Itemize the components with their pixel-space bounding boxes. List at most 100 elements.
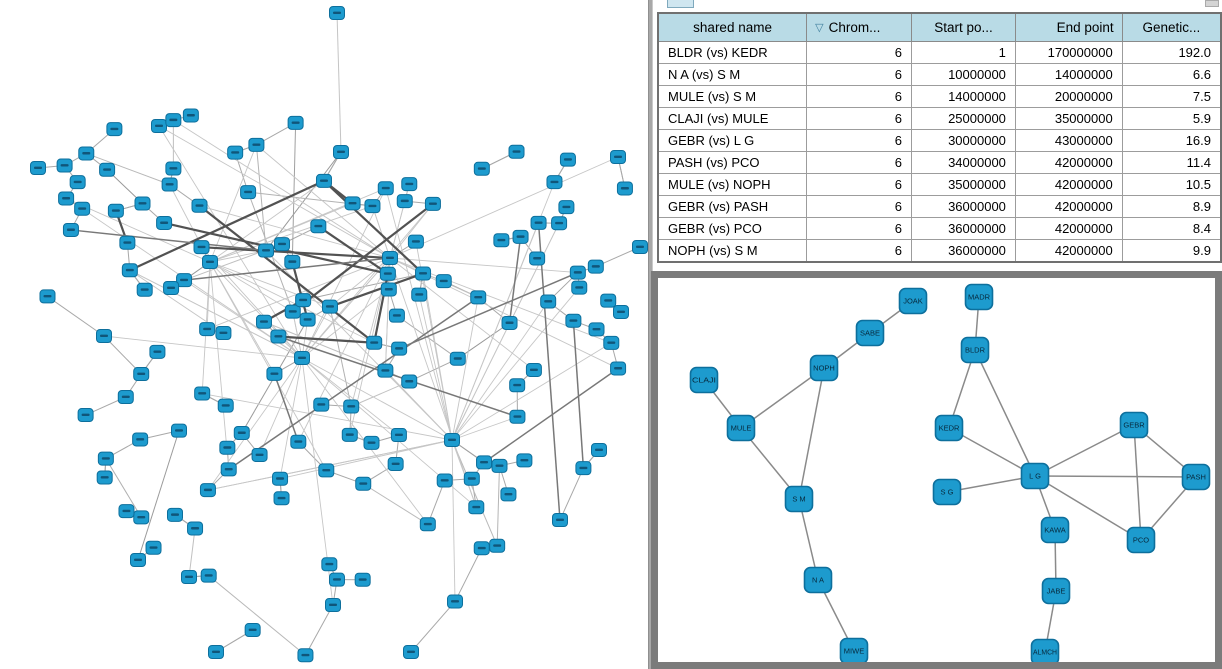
table-row[interactable]: CLAJI (vs) MULE 6 25000000 35000000 5.9 bbox=[657, 107, 1222, 130]
network-node[interactable] bbox=[219, 440, 236, 455]
network-node[interactable] bbox=[333, 145, 349, 159]
table-cell[interactable]: 16.9 bbox=[1121, 129, 1222, 152]
network-node[interactable] bbox=[411, 287, 428, 302]
network-node[interactable] bbox=[134, 196, 151, 211]
network-node[interactable] bbox=[299, 312, 316, 327]
network-node[interactable] bbox=[419, 517, 436, 532]
network-node[interactable] bbox=[516, 453, 533, 468]
network-node[interactable] bbox=[509, 378, 526, 393]
network-node[interactable] bbox=[310, 219, 327, 234]
network-node[interactable] bbox=[171, 423, 188, 438]
network-node[interactable] bbox=[233, 425, 250, 440]
table-cell[interactable]: BLDR (vs) KEDR bbox=[657, 41, 808, 64]
table-cell[interactable]: GEBR (vs) PASH bbox=[657, 195, 808, 218]
network-node[interactable] bbox=[240, 185, 257, 200]
network-node[interactable] bbox=[501, 315, 518, 330]
network-node[interactable] bbox=[377, 181, 394, 196]
table-cell[interactable]: PASH (vs) PCO bbox=[657, 151, 808, 174]
table-cell[interactable]: GEBR (vs) L G bbox=[657, 129, 808, 152]
table-cell[interactable]: 6 bbox=[806, 195, 913, 218]
network-node[interactable] bbox=[407, 234, 424, 249]
network-node[interactable] bbox=[255, 314, 272, 329]
network-node[interactable] bbox=[600, 293, 617, 308]
table-cell[interactable]: 25000000 bbox=[911, 107, 1016, 130]
table-cell[interactable]: 6 bbox=[806, 239, 913, 263]
network-node[interactable] bbox=[321, 299, 338, 314]
network-node[interactable] bbox=[217, 398, 234, 413]
network-node[interactable] bbox=[512, 229, 529, 244]
table-cell[interactable]: 20000000 bbox=[1014, 85, 1123, 108]
filter-funnel-icon[interactable]: ▽ bbox=[815, 22, 824, 34]
network-node[interactable] bbox=[313, 397, 330, 412]
table-cell[interactable]: 6 bbox=[806, 85, 913, 108]
column-header-4[interactable]: Genetic... bbox=[1121, 12, 1222, 42]
network-node[interactable] bbox=[575, 461, 592, 476]
table-cell[interactable]: 170000000 bbox=[1014, 41, 1123, 64]
table-cell[interactable]: 6 bbox=[806, 63, 913, 86]
network-node[interactable] bbox=[552, 513, 568, 527]
network-node[interactable] bbox=[444, 433, 460, 447]
network-node[interactable] bbox=[200, 568, 217, 583]
network-node[interactable] bbox=[165, 113, 182, 128]
network-node[interactable] bbox=[199, 483, 216, 498]
network-node[interactable] bbox=[632, 240, 648, 254]
table-cell[interactable]: 7.5 bbox=[1121, 85, 1222, 108]
network-node[interactable] bbox=[401, 177, 418, 192]
network-node[interactable] bbox=[447, 594, 464, 609]
network-node[interactable] bbox=[525, 362, 542, 377]
node-BLDR[interactable]: BLDR bbox=[960, 336, 990, 364]
network-node[interactable] bbox=[436, 473, 453, 488]
network-node[interactable] bbox=[468, 500, 485, 515]
table-row[interactable]: MULE (vs) NOPH 6 35000000 42000000 10.5 bbox=[657, 173, 1222, 196]
network-node[interactable] bbox=[96, 329, 112, 343]
table-cell[interactable]: 6 bbox=[806, 129, 913, 152]
node-MIWE[interactable]: MIWE bbox=[839, 637, 869, 663]
network-node[interactable] bbox=[491, 458, 508, 473]
network-node[interactable] bbox=[136, 282, 153, 297]
network-node[interactable] bbox=[508, 144, 525, 159]
network-node[interactable] bbox=[610, 361, 627, 376]
subnetwork-canvas-area[interactable]: JOAK MADR SABE NOPH BLDR CLAJI MULE KEDR GEBR L G… bbox=[658, 278, 1215, 662]
table-cell[interactable]: 6 bbox=[806, 151, 913, 174]
network-node[interactable] bbox=[613, 305, 629, 319]
network-node[interactable] bbox=[99, 162, 116, 177]
network-node[interactable] bbox=[199, 322, 216, 337]
network-node[interactable] bbox=[118, 504, 135, 519]
node-JOAK[interactable]: JOAK bbox=[898, 287, 928, 315]
network-node[interactable] bbox=[284, 304, 301, 319]
network-node[interactable] bbox=[97, 451, 114, 466]
network-node[interactable] bbox=[388, 308, 405, 323]
table-cell[interactable]: 6 bbox=[806, 41, 913, 64]
network-node[interactable] bbox=[96, 470, 113, 485]
node-NOPH[interactable]: NOPH bbox=[809, 354, 839, 382]
table-cell[interactable]: MULE (vs) NOPH bbox=[657, 173, 808, 196]
network-node[interactable] bbox=[69, 175, 86, 190]
network-node[interactable] bbox=[166, 507, 183, 522]
table-cell[interactable]: 10000000 bbox=[911, 63, 1016, 86]
table-cell[interactable]: 10.5 bbox=[1121, 173, 1222, 196]
subnetwork-canvas[interactable]: JOAK MADR SABE NOPH BLDR CLAJI MULE KEDR GEBR L G… bbox=[658, 278, 1215, 662]
node-GEBR[interactable]: GEBR bbox=[1119, 411, 1149, 439]
table-cell[interactable]: N A (vs) S M bbox=[657, 63, 808, 86]
network-node[interactable] bbox=[380, 282, 397, 297]
network-node[interactable] bbox=[163, 280, 180, 295]
network-node[interactable] bbox=[382, 251, 398, 265]
network-node[interactable] bbox=[315, 173, 332, 188]
network-node[interactable] bbox=[355, 476, 372, 491]
network-node[interactable] bbox=[274, 237, 291, 252]
table-row[interactable]: GEBR (vs) L G 6 30000000 43000000 16.9 bbox=[657, 129, 1222, 152]
network-node[interactable] bbox=[121, 263, 138, 278]
node-MULE[interactable]: MULE bbox=[726, 414, 756, 442]
table-row[interactable]: GEBR (vs) PASH 6 36000000 42000000 8.9 bbox=[657, 195, 1222, 218]
node-JABE[interactable]: JABE bbox=[1041, 577, 1071, 605]
network-node[interactable] bbox=[473, 161, 490, 176]
network-node[interactable] bbox=[58, 191, 75, 206]
network-node[interactable] bbox=[588, 322, 605, 337]
network-node[interactable] bbox=[191, 198, 208, 213]
network-node[interactable] bbox=[551, 216, 568, 231]
table-row[interactable]: MULE (vs) S M 6 14000000 20000000 7.5 bbox=[657, 85, 1222, 108]
network-node[interactable] bbox=[591, 443, 607, 457]
network-node[interactable] bbox=[493, 233, 510, 248]
column-header-2[interactable]: Start po... bbox=[911, 12, 1016, 42]
network-node[interactable] bbox=[149, 344, 166, 359]
